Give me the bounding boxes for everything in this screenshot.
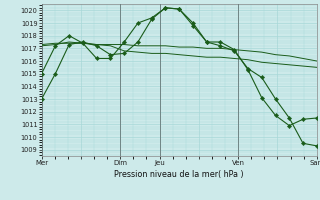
X-axis label: Pression niveau de la mer( hPa ): Pression niveau de la mer( hPa ): [114, 170, 244, 179]
